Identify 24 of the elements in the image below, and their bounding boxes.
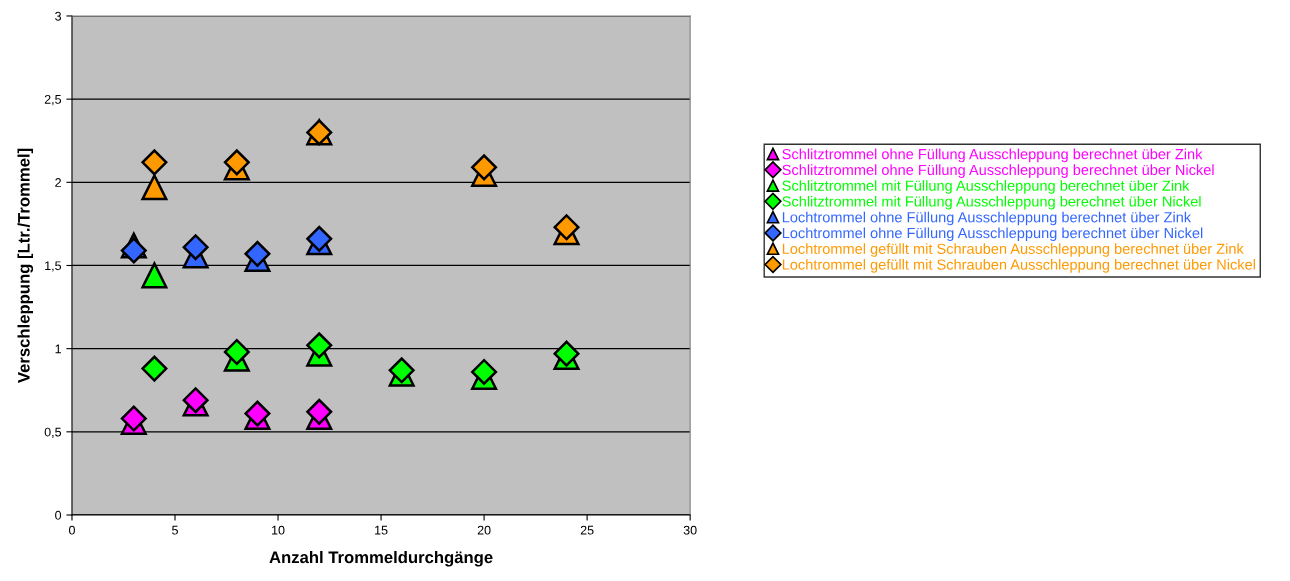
x-tick-label: 30 [683,525,697,535]
y-tick-label: 2,5 [44,94,62,106]
legend-label: Schlitztrommel ohne Füllung Ausschleppung berechnet über Zink [782,148,1203,163]
y-tick-label: 0,5 [44,427,62,438]
y-tick-label: 1 [55,344,61,354]
x-tick-label: 5 [172,525,178,535]
legend-label: Schlitztrommel mit Füllung Ausschleppung berechnet über Zink [782,180,1190,194]
y-tick-label: 3 [55,11,62,21]
y-axis-title: Verschleppung [Ltr./Trommel] [17,148,34,383]
legend-label: Lochtrommel gefüllt mit Schrauben Ausschleppung berechnet über Zink [782,243,1244,257]
legend-label: Schlitztrommel ohne Füllung Ausschleppung berechnet über Nickel [782,164,1214,178]
x-tick-label: 0 [68,525,75,535]
y-tick-label: 1,5 [45,261,62,272]
x-axis-title: Anzahl Trommeldurchgänge [269,550,493,567]
x-tick-label: 20 [477,525,491,535]
legend-label: Lochtrommel ohne Füllung Ausschleppung berechnet über Zink [782,211,1192,226]
y-tick-label: 0 [55,510,62,520]
legend-label: Lochtrommel gefüllt mit Schrauben Ausschleppung berechnet über Nickel [782,259,1255,273]
x-tick-label: 25 [580,525,594,535]
x-tick-label: 10 [272,525,285,535]
x-tick-label: 15 [375,525,388,535]
legend-label: Lochtrommel ohne Füllung Ausschleppung berechnet über Nickel [782,227,1203,242]
legend-label: Schlitztrommel mit Füllung Ausschleppung berechnet über Nickel [782,195,1201,210]
y-tick-label: 2 [55,178,61,187]
